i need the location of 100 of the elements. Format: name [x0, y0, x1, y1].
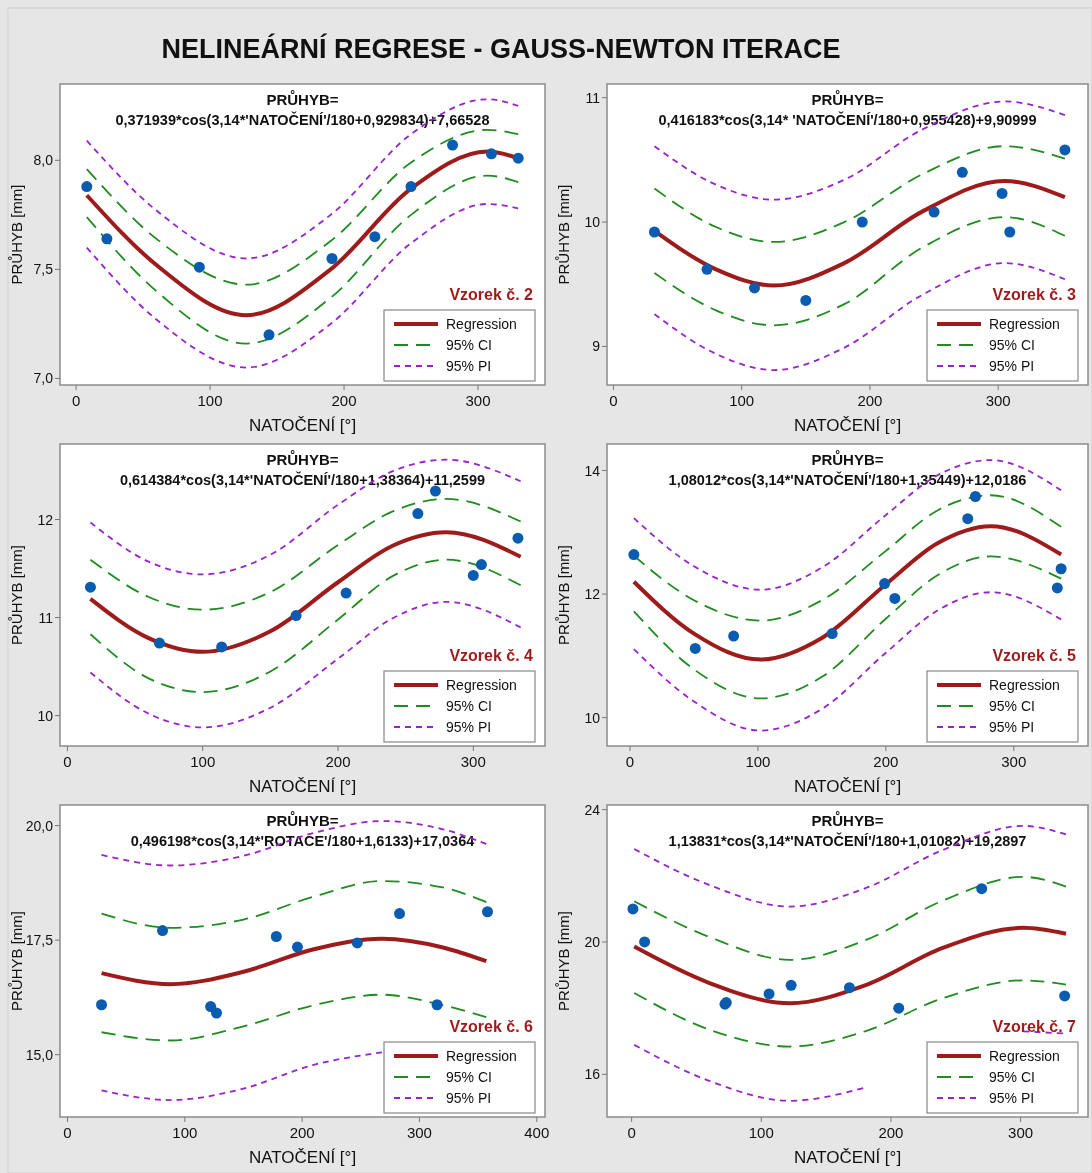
- legend-label: Regression: [989, 1048, 1060, 1064]
- annotation: Vzorek č. 2: [449, 286, 534, 303]
- y-tick-label: 24: [584, 801, 601, 818]
- x-tick-label: 300: [406, 1124, 432, 1141]
- point: [826, 628, 838, 640]
- text: 1,08012*cos(3,14*'NATOČENÍ'/180+1,35449)+12,0186: [668, 471, 1027, 488]
- point: [1051, 582, 1063, 594]
- point: [96, 999, 108, 1011]
- point: [290, 610, 302, 622]
- annotation: Vzorek č. 5: [992, 647, 1077, 664]
- point: [639, 936, 651, 948]
- point: [843, 982, 855, 994]
- point: [157, 925, 169, 937]
- y-tick-label: 10: [37, 707, 54, 724]
- x-tick-label: 200: [873, 753, 899, 770]
- point: [485, 148, 497, 160]
- point: [270, 930, 282, 942]
- legend-label: 95% PI: [446, 719, 492, 735]
- x-tick-label: 100: [172, 1124, 198, 1141]
- x-tick-label: 300: [1001, 753, 1027, 770]
- point: [956, 166, 968, 178]
- y-axis-title: PRŮHYB [mm]: [8, 544, 25, 646]
- line-series: [85, 203, 520, 369]
- annotation: Vzorek č. 4: [449, 647, 534, 664]
- x-tick-label: 200: [857, 392, 883, 409]
- text: 1,13831*cos(3,14*'NATOČENÍ'/180+1,01082)+19,2897: [668, 832, 1027, 849]
- x-tick-label: 100: [729, 392, 755, 409]
- legend-label: 95% PI: [446, 1090, 492, 1106]
- y-axis-title: PRŮHYB [mm]: [555, 544, 572, 646]
- x-tick-label: 0: [63, 753, 72, 770]
- line-series: [633, 979, 1067, 1048]
- text: 0,614384*cos(3,14*'NATOČENÍ'/180+1,38364)+11,2599: [119, 471, 486, 488]
- x-axis-title: NATOČENÍ [°]: [248, 1148, 357, 1167]
- point: [648, 226, 660, 238]
- line-series: [89, 498, 522, 611]
- x-tick-label: 100: [748, 1124, 774, 1141]
- y-tick-label: 9: [592, 338, 601, 355]
- point: [84, 581, 96, 593]
- line-series: [632, 591, 1063, 732]
- legend-label: Regression: [989, 316, 1060, 332]
- y-tick-label: 10: [584, 214, 601, 231]
- point: [889, 592, 901, 604]
- point: [369, 231, 381, 243]
- point: [800, 294, 812, 306]
- x-tick-label: 0: [63, 1124, 72, 1141]
- point: [701, 263, 713, 275]
- point: [447, 139, 459, 151]
- point: [81, 181, 93, 193]
- point: [351, 937, 363, 949]
- x-axis-title: NATOČENÍ [°]: [793, 1148, 902, 1167]
- line-series: [632, 555, 1063, 700]
- point: [193, 261, 205, 273]
- text: 0,416183*cos(3,14* 'NATOČENÍ'/180+0,955428)+9,90999: [658, 111, 1037, 128]
- line-series: [99, 936, 489, 987]
- x-tick-label: 100: [190, 753, 216, 770]
- point: [340, 587, 352, 599]
- line-series: [100, 1051, 383, 1101]
- point: [153, 637, 165, 649]
- legend-label: Regression: [446, 677, 517, 693]
- point: [326, 252, 338, 264]
- legend-label: 95% CI: [989, 337, 1035, 353]
- legend-label: 95% PI: [446, 358, 492, 374]
- y-axis-title: PRŮHYB [mm]: [8, 910, 25, 1012]
- x-tick-label: 0: [625, 753, 635, 770]
- annotation: Vzorek č. 3: [992, 286, 1077, 303]
- point: [962, 513, 974, 525]
- x-tick-label: 300: [465, 392, 491, 409]
- line-series: [632, 925, 1068, 1006]
- y-tick-label: 7,5: [33, 261, 54, 278]
- annotation: Vzorek č. 6: [449, 1018, 534, 1035]
- point: [893, 1002, 905, 1014]
- point: [467, 569, 479, 581]
- point: [216, 641, 228, 653]
- y-tick-label: 11: [585, 89, 601, 106]
- y-axis-title: PRŮHYB [mm]: [555, 184, 572, 285]
- y-tick-label: 14: [584, 462, 601, 479]
- point: [728, 630, 740, 642]
- legend-label: 95% PI: [989, 358, 1035, 374]
- y-tick-label: 8,0: [33, 152, 54, 169]
- y-axis-title: PRŮHYB [mm]: [8, 184, 25, 285]
- point: [482, 906, 494, 918]
- annotation: Vzorek č. 7: [992, 1018, 1077, 1035]
- line-series: [633, 824, 1067, 908]
- x-tick-label: 200: [331, 392, 357, 409]
- text: PRŮHYB=: [811, 450, 884, 468]
- point: [405, 181, 417, 193]
- x-tick-label: 300: [985, 392, 1011, 409]
- legend-label: 95% PI: [989, 1090, 1035, 1106]
- legend-label: 95% CI: [446, 1069, 492, 1085]
- x-tick-label: 300: [1008, 1124, 1034, 1141]
- point: [1004, 226, 1016, 238]
- point: [627, 903, 639, 915]
- legend-label: 95% CI: [989, 1069, 1035, 1085]
- line-series: [631, 524, 1064, 662]
- point: [394, 908, 406, 920]
- point: [263, 329, 275, 341]
- text: PRŮHYB=: [811, 811, 884, 829]
- y-tick-label: 15,0: [25, 1046, 54, 1063]
- x-tick-label: 0: [609, 392, 618, 409]
- y-tick-label: 7,0: [33, 370, 54, 387]
